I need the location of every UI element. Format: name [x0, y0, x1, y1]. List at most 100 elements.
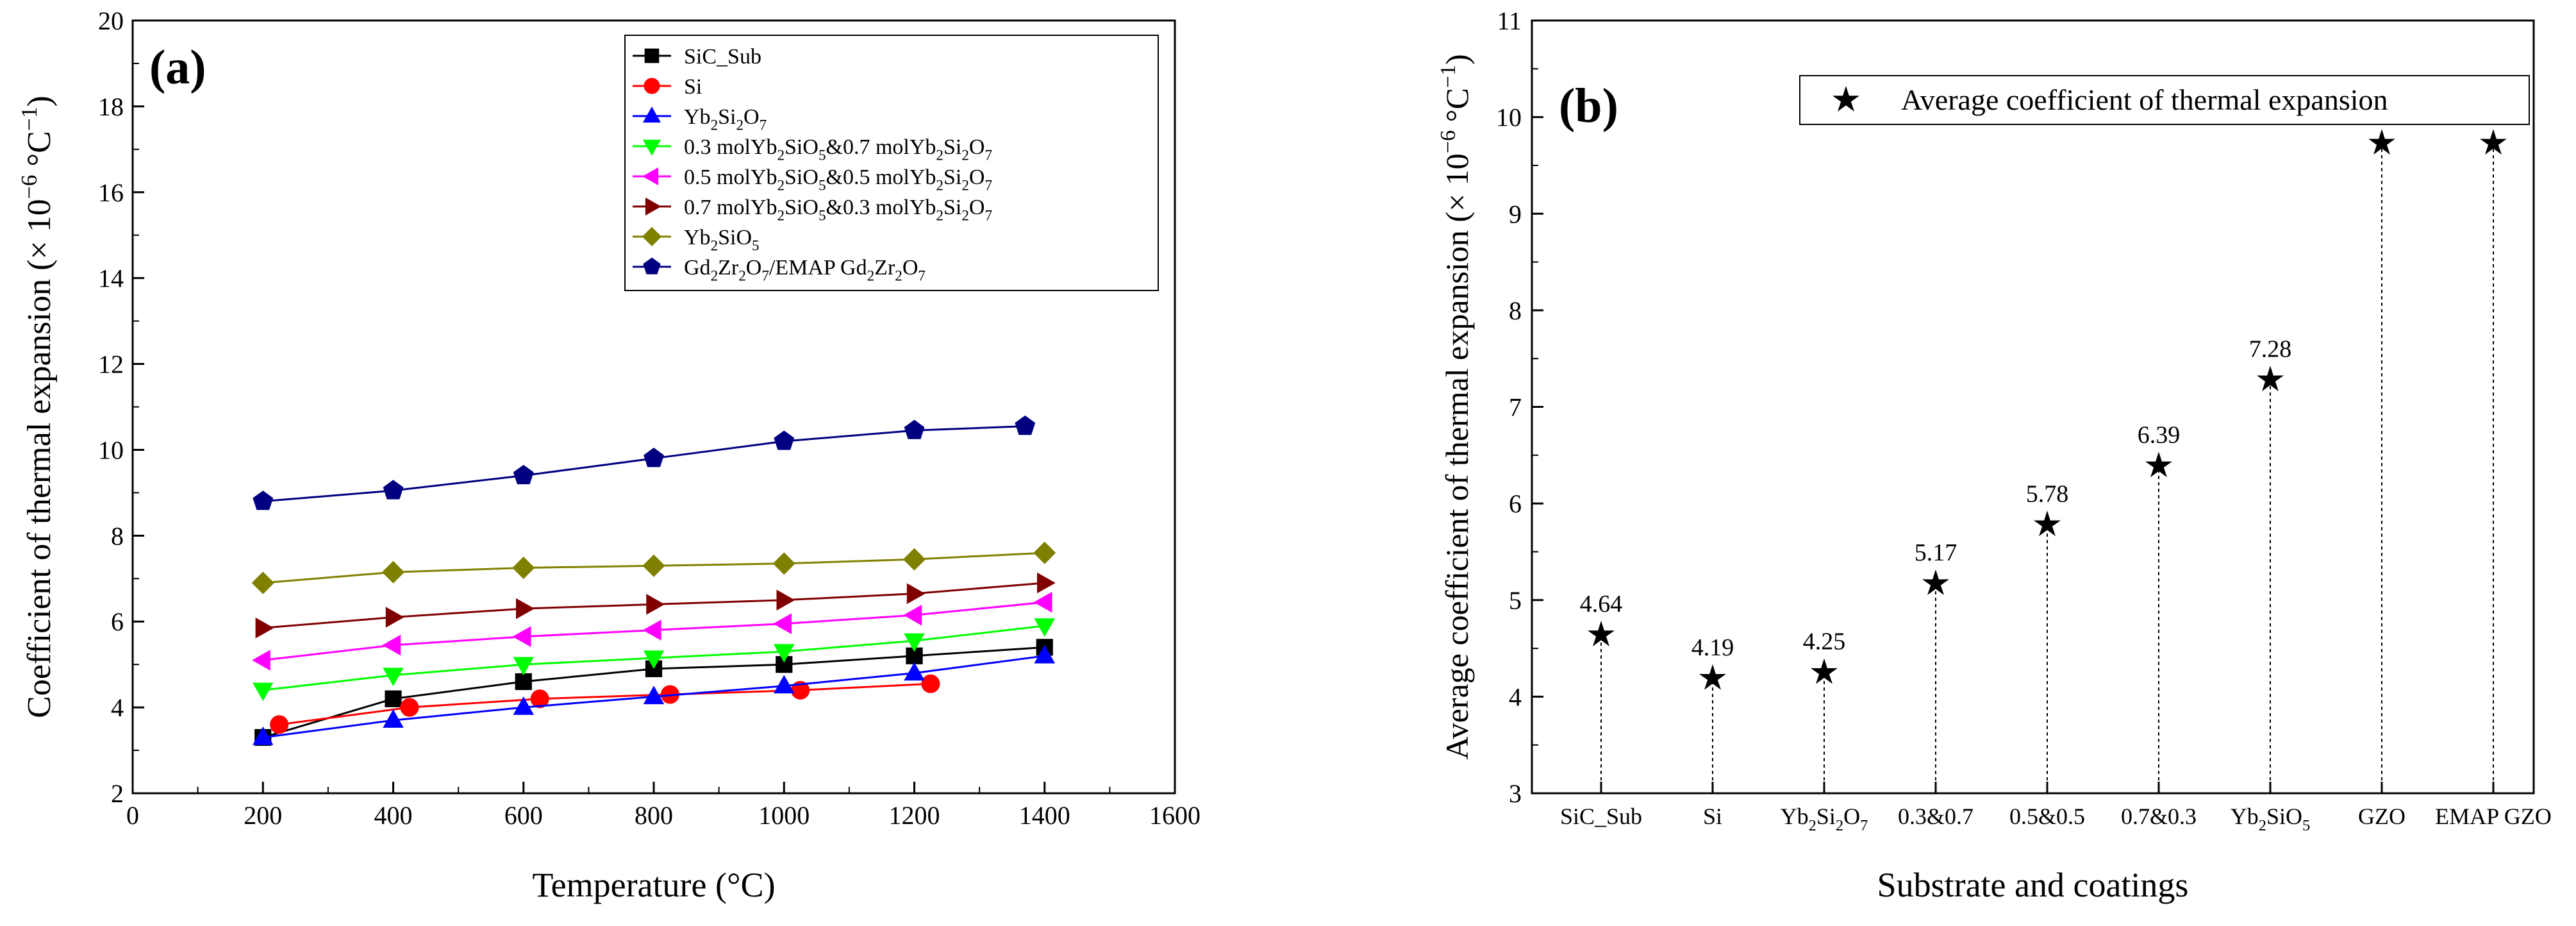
x-tick-label: 200 [244, 801, 282, 830]
legend-marker [643, 257, 661, 274]
data-point [906, 583, 926, 604]
data-point [270, 715, 289, 734]
data-point [773, 613, 792, 634]
y-tick-label: 11 [1497, 6, 1522, 35]
data-point [382, 634, 401, 656]
x-axis-title: Substrate and coatings [1877, 866, 2189, 904]
y-tick-label: 14 [98, 264, 124, 293]
data-point [773, 675, 795, 694]
legend-label: SiC_Sub [684, 45, 761, 69]
x-tick-label: Yb2Si2O7 [1781, 804, 1868, 834]
data-point [646, 594, 665, 615]
data-point [774, 430, 795, 450]
legend-marker [642, 226, 662, 247]
data-point [644, 448, 664, 467]
data-point [2145, 451, 2172, 478]
legend-label: Average coefficient of thermal expansion [1901, 83, 2388, 116]
legend-box [1799, 75, 2530, 125]
data-point [400, 698, 419, 717]
legend-marker [642, 167, 659, 186]
data-point [1588, 620, 1615, 646]
data-point [1811, 658, 1838, 684]
value-label: 4.64 [1580, 591, 1623, 618]
data-point [643, 650, 665, 669]
series-triangle-right [255, 572, 1056, 639]
legend-marker [644, 78, 660, 94]
panel-label: (b) [1559, 79, 1618, 133]
data-point [515, 673, 532, 691]
legend-box [624, 35, 1159, 291]
data-point [904, 419, 925, 439]
y-tick-label: 10 [98, 435, 124, 464]
x-tick-label: 600 [504, 801, 543, 830]
y-tick-label: 4 [111, 693, 124, 722]
y-tick-label: 7 [1509, 393, 1522, 422]
legend-label: Si [684, 75, 702, 99]
x-tick-label: 0 [126, 801, 139, 830]
x-tick-label: 1400 [1019, 801, 1070, 830]
data-point [513, 657, 534, 676]
series-triangle-down [253, 618, 1056, 702]
x-tick-label: EMAP GZO [2435, 804, 2552, 829]
y-tick-label: 3 [1509, 779, 1522, 808]
data-point [1037, 572, 1056, 594]
x-tick-label: 400 [374, 801, 413, 830]
y-tick-label: 9 [1509, 199, 1522, 228]
data-point [513, 464, 534, 485]
data-point [2368, 129, 2395, 155]
legend-label: 0.7 molYb2SiO5&0.3 molYb2Si2O7 [684, 196, 992, 224]
data-point [253, 491, 274, 510]
y-tick-label: 16 [98, 178, 124, 207]
y-axis-title: Coefficient of thermal expansion (× 10−6… [16, 96, 58, 718]
series-line [279, 682, 931, 726]
data-point [1034, 618, 1056, 637]
data-point [903, 604, 922, 626]
y-tick-label: 8 [111, 521, 124, 550]
data-point [383, 709, 404, 728]
data-point [516, 598, 535, 619]
y-tick-label: 12 [98, 350, 124, 379]
x-tick-label: 0.5&0.5 [2009, 804, 2085, 829]
x-tick-label: GZO [2358, 804, 2406, 829]
data-point [776, 589, 795, 610]
data-point [1699, 664, 1726, 690]
data-point [1015, 415, 1036, 435]
x-tick-label: SiC_Sub [1560, 804, 1642, 829]
data-point [255, 618, 274, 639]
data-point [513, 696, 534, 715]
data-point [642, 619, 661, 641]
legend-marker [642, 139, 661, 156]
data-point [643, 686, 665, 705]
x-axis-title: Temperature (°C) [532, 866, 775, 904]
series-diamond [251, 541, 1056, 594]
data-point [381, 560, 405, 584]
legend-label: Yb2SiO5 [684, 226, 760, 255]
data-point [512, 626, 531, 647]
x-tick-label: 1600 [1149, 801, 1201, 830]
series-triangle-up [253, 644, 1056, 745]
series-circle [270, 674, 940, 734]
data-point [2257, 366, 2284, 392]
x-tick-label: Yb2SiO5 [2231, 804, 2311, 834]
x-tick-label: 1000 [758, 801, 810, 830]
data-point [530, 689, 549, 709]
data-point [773, 644, 795, 663]
data-point [2034, 510, 2061, 537]
data-point [642, 554, 665, 577]
y-tick-label: 8 [1509, 296, 1522, 325]
data-point [904, 662, 925, 681]
data-point [1034, 644, 1056, 664]
data-point [921, 674, 940, 693]
legend-marker [642, 106, 661, 123]
x-tick-label: 0.3&0.7 [1898, 804, 1974, 829]
data-point [1922, 569, 1949, 595]
value-label: 4.19 [1691, 634, 1734, 661]
legend-label: Yb2Si2O7 [684, 105, 767, 134]
data-point [253, 726, 274, 745]
data-point [1033, 591, 1052, 613]
data-point [1033, 541, 1056, 564]
series-triangle-left [252, 591, 1052, 671]
data-point [252, 650, 270, 671]
legend-label: 0.5 molYb2SiO5&0.5 molYb2Si2O7 [684, 165, 992, 194]
